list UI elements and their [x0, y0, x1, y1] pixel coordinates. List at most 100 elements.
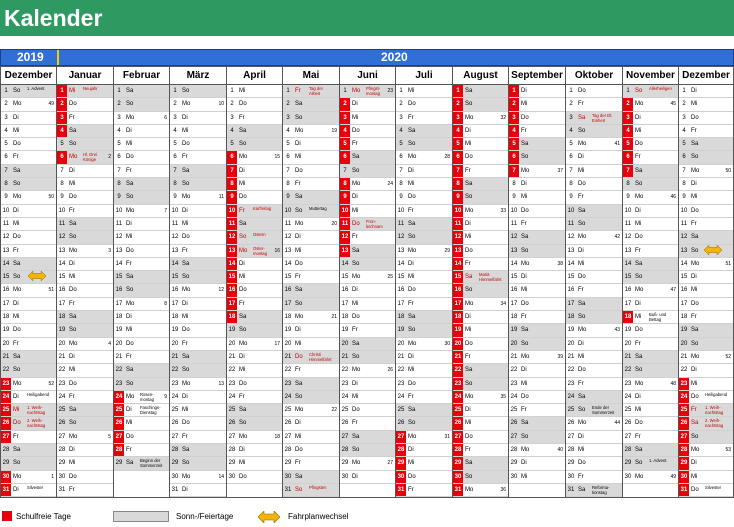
- day-cell: 20 So: [509, 337, 565, 351]
- weekday-label: Di: [691, 274, 697, 281]
- weekday-label: Mi: [521, 380, 528, 387]
- day-number: 26: [624, 420, 632, 427]
- day-number: 30: [284, 473, 292, 480]
- day-number: 19: [510, 327, 518, 334]
- day-number: 30: [453, 470, 463, 483]
- day-cell: 29 Sa: [453, 457, 508, 471]
- day-cell: 17 Mo 34: [453, 297, 508, 312]
- holiday-note: Buß- und Bettag: [649, 312, 667, 323]
- day-cell: 6 Mo 15: [227, 151, 282, 165]
- weekday-label: Fr: [69, 486, 75, 493]
- week-number: 45: [670, 101, 676, 108]
- weekday-label: Fr: [635, 154, 641, 161]
- weekday-label: Do: [465, 154, 473, 161]
- day-number: 26: [58, 420, 66, 427]
- weekday-label: Do: [465, 340, 473, 347]
- day-cell: 17 Mo 8: [114, 298, 169, 312]
- day-number: 20: [624, 340, 632, 347]
- weekday-label: So: [521, 247, 529, 254]
- weekday-label: So: [635, 367, 643, 374]
- day-cell: 27 Di: [566, 431, 622, 445]
- weekday-label: So: [295, 114, 303, 121]
- weekday-label: Mi: [69, 367, 76, 374]
- day-cell: 5 Do: [623, 138, 678, 152]
- weekday-label: So: [295, 207, 303, 214]
- weekday-label: Sa: [521, 141, 529, 148]
- weekday-label: Di: [352, 101, 358, 108]
- legend-label-sonn: Sonn-/Feiertage: [176, 512, 234, 521]
- day-number: 5: [117, 141, 121, 148]
- week-number: 15: [274, 154, 280, 161]
- day-number: 19: [567, 327, 575, 334]
- weekday-label: Sa: [182, 260, 190, 267]
- weekday-label: Mo: [691, 260, 700, 267]
- day-cell: 14 Mo 51: [679, 258, 733, 272]
- weekday-label: Do: [295, 167, 303, 174]
- weekday-label: Fr: [13, 340, 19, 347]
- holiday-note: Christi Himmelfahrt: [309, 351, 332, 362]
- day-number: 18: [341, 314, 349, 321]
- day-number: 21: [284, 353, 292, 360]
- day-cell: 30 So: [453, 470, 508, 484]
- day-number: 25: [679, 404, 689, 417]
- day-number: 13: [58, 247, 66, 254]
- day-cell: 15 Mo 25: [340, 271, 395, 285]
- day-number: 6: [453, 151, 463, 164]
- day-number: 15: [58, 274, 66, 281]
- weekday-label: Sa: [635, 353, 643, 360]
- day-cell: 8 Mi: [227, 178, 282, 192]
- weekday-label: Mi: [295, 340, 302, 347]
- weekday-label: So: [239, 141, 247, 148]
- day-cell: 18 Mi: [170, 311, 226, 325]
- day-cell: 25 Sa: [227, 404, 282, 418]
- day-number: 10: [284, 207, 292, 214]
- weekday-label: Do: [295, 260, 303, 267]
- day-number: 12: [284, 234, 292, 241]
- day-number: 5: [173, 141, 177, 148]
- day-number: 10: [115, 207, 123, 214]
- day-cell: 24 So: [283, 390, 339, 405]
- weekday-label: Sa: [578, 300, 586, 307]
- weekday-label: So: [126, 194, 134, 201]
- day-number: 24: [284, 393, 292, 400]
- weekday-label: So: [408, 234, 416, 241]
- weekday-label: So: [352, 260, 360, 267]
- day-cell: 28 Di: [227, 444, 282, 458]
- weekday-label: So: [691, 154, 699, 161]
- day-number: 2: [173, 101, 177, 108]
- day-cell: 24 Sa: [566, 390, 622, 405]
- weekday-label: Mi: [182, 314, 189, 321]
- weekday-label: So: [408, 420, 416, 427]
- day-number: 18: [680, 314, 688, 321]
- day-cell: 16 Di: [340, 284, 395, 298]
- weekday-label: Mo: [352, 88, 361, 94]
- day-cell: 29 Fr: [283, 457, 339, 471]
- day-number: 5: [399, 141, 403, 148]
- day-cell: 16 Mi: [509, 284, 565, 298]
- day-cell: 26 Mi: [453, 417, 508, 431]
- weekday-label: Mo: [182, 101, 191, 108]
- day-number: 1: [399, 88, 403, 94]
- day-number: 8: [512, 181, 516, 188]
- day-cell: 10 Fr: [57, 205, 113, 218]
- weekday-label: Mo: [465, 393, 474, 400]
- weekday-label: Mi: [352, 300, 359, 307]
- day-number: 25: [397, 407, 405, 414]
- day-cell: 11 Fr: [509, 218, 565, 232]
- weekday-label: So: [126, 101, 134, 108]
- day-number: 18: [510, 314, 518, 321]
- weekday-label: So: [408, 141, 416, 148]
- week-number: 43: [614, 327, 620, 334]
- weekday-label: Fr: [69, 114, 75, 121]
- day-cell: 29 Do: [566, 457, 622, 471]
- day-cell: 27 Mo 18: [227, 431, 282, 445]
- weekday-label: Do: [521, 300, 529, 307]
- month-column-1: Januar 1 Mi Neujahr 2 Do 3 Fr 4 Sa 5 So 6 Mo Hl. Drei …: [56, 66, 114, 499]
- weekday-label: Sa: [691, 234, 699, 241]
- day-cell: 28 So: [340, 444, 395, 458]
- day-number: 10: [453, 204, 463, 217]
- day-number: 18: [171, 314, 179, 321]
- weekday-label: Mo: [578, 327, 587, 334]
- weekday-label: Sa: [352, 340, 360, 347]
- day-number: 6: [173, 154, 177, 161]
